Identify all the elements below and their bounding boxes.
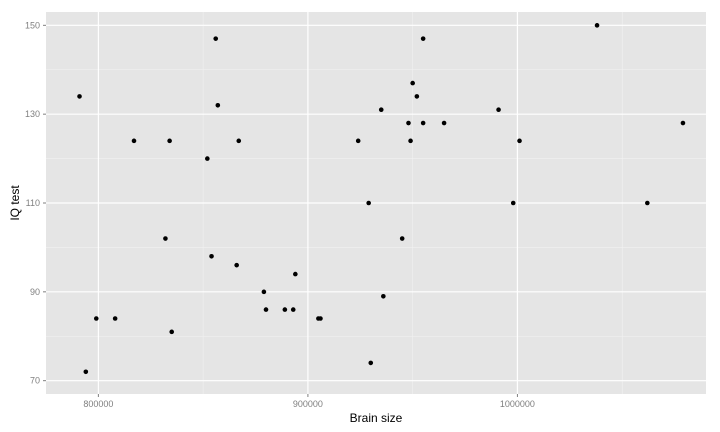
x-tick-label: 800000 xyxy=(83,399,113,409)
data-point xyxy=(510,200,516,206)
data-point xyxy=(366,200,371,206)
data-point xyxy=(680,120,686,126)
y-tick-label: 150 xyxy=(25,20,40,30)
data-point xyxy=(282,307,288,312)
x-tick-label: 900000 xyxy=(293,399,323,409)
data-point xyxy=(414,94,420,99)
y-tick-label: 70 xyxy=(30,376,40,386)
data-point xyxy=(594,23,600,28)
x-tick-label: 1000000 xyxy=(500,399,535,409)
data-point xyxy=(368,360,374,366)
data-point xyxy=(318,316,323,321)
data-point xyxy=(408,138,413,144)
data-point xyxy=(93,316,99,321)
data-point xyxy=(645,200,650,206)
data-point xyxy=(517,138,522,144)
data-point xyxy=(293,271,298,277)
data-point xyxy=(378,107,384,113)
data-point xyxy=(381,293,386,299)
data-point xyxy=(112,316,118,321)
data-point xyxy=(77,94,82,99)
data-point xyxy=(410,80,415,86)
data-point xyxy=(215,102,221,108)
data-point xyxy=(234,262,239,268)
major-gridlines xyxy=(46,12,706,394)
y-axis-title: IQ test xyxy=(8,185,22,221)
data-point xyxy=(163,236,168,241)
y-tick-label: 90 xyxy=(30,287,40,297)
data-point xyxy=(261,289,267,295)
data-point xyxy=(169,329,175,335)
y-tick-label: 110 xyxy=(26,198,40,208)
data-point xyxy=(83,369,89,375)
data-point xyxy=(496,107,501,113)
data-point xyxy=(399,236,405,241)
data-point xyxy=(420,120,426,126)
data-point xyxy=(131,138,137,144)
axis-ticks: 800000 900000 1000000 70 90 110 130 150 xyxy=(25,20,535,409)
data-point xyxy=(167,138,172,144)
y-tick-label: 130 xyxy=(25,109,40,119)
data-point xyxy=(236,138,242,144)
data-point xyxy=(213,36,219,41)
data-point xyxy=(263,307,269,312)
data-point xyxy=(406,120,411,126)
data-point xyxy=(420,36,426,41)
data-point xyxy=(209,254,214,259)
x-axis-title: Brain size xyxy=(350,411,403,425)
data-points xyxy=(77,23,686,375)
data-point xyxy=(441,120,447,126)
data-point xyxy=(205,156,210,161)
data-point xyxy=(290,307,296,312)
data-point xyxy=(355,138,361,144)
